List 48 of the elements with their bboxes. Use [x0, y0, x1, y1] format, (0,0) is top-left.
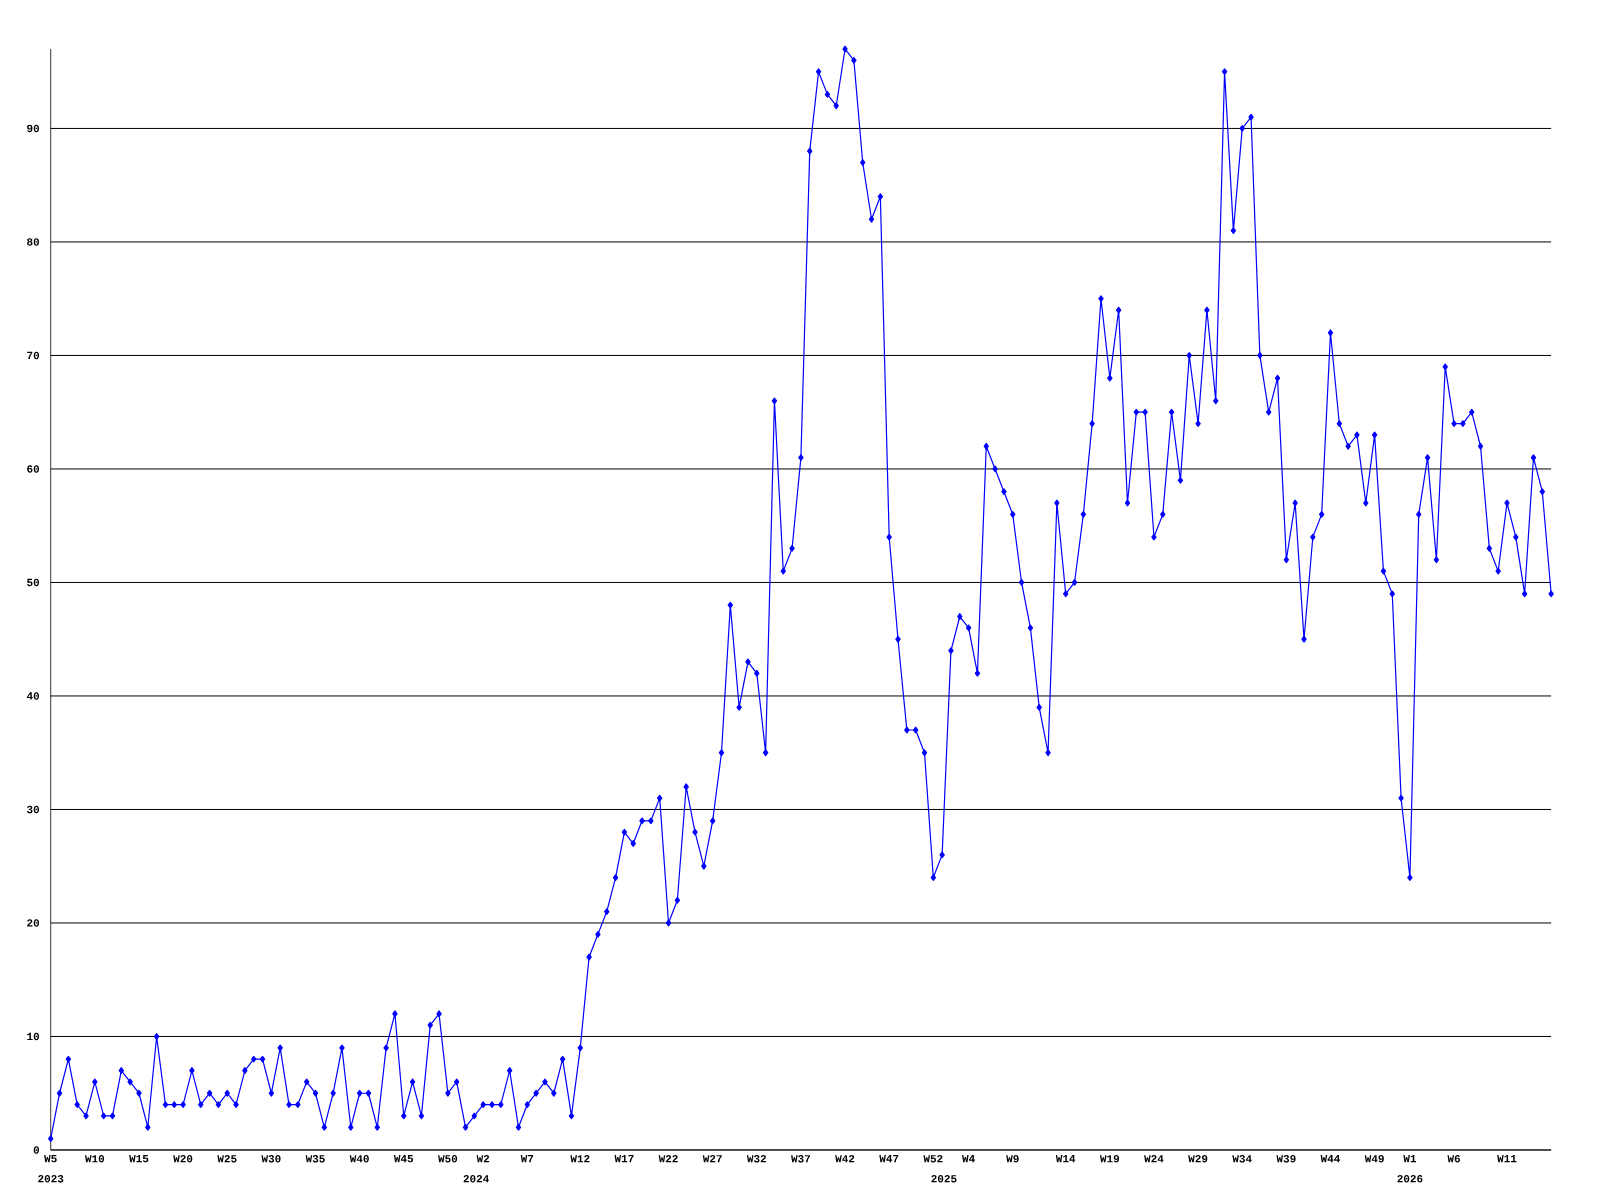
x-tick-label: W40: [349, 1155, 369, 1163]
x-tick-label: W4: [962, 1155, 975, 1163]
x-tick-label: W2: [476, 1155, 490, 1163]
x-tick-label: W52: [923, 1155, 943, 1163]
text: 2023: [38, 1175, 64, 1183]
y-tick-label: 70: [27, 351, 40, 360]
text: 2025: [931, 1175, 957, 1183]
y-tick-label: 80: [27, 238, 40, 246]
x-tick-label: W1: [1403, 1155, 1417, 1163]
x-tick-label: W6: [1447, 1155, 1461, 1163]
x-tick-label: W10: [84, 1155, 105, 1163]
x-tick-label: W50: [438, 1155, 458, 1163]
x-tick-label: W47: [879, 1155, 899, 1163]
text: 2026: [1397, 1175, 1423, 1183]
x-tick-label: W5: [44, 1155, 57, 1163]
x-tick-label: W27: [702, 1155, 722, 1163]
x-tick-label: W19: [1099, 1155, 1120, 1163]
x-tick-label: W15: [129, 1155, 149, 1163]
x-tick-label: W35: [305, 1155, 325, 1163]
x-tick-label: W22: [658, 1155, 678, 1163]
x-tick-label: W25: [217, 1155, 237, 1163]
y-tick-label: 20: [27, 919, 40, 927]
x-tick-label: W17: [614, 1155, 634, 1163]
x-tick-label: W49: [1364, 1155, 1384, 1163]
y-tick-label: 0: [33, 1146, 40, 1154]
x-tick-label: W32: [746, 1155, 767, 1163]
y-tick-label: 90: [27, 124, 40, 133]
x-tick-label: W30: [261, 1155, 281, 1163]
x-tick-label: W7: [520, 1155, 534, 1163]
y-tick-label: 10: [27, 1032, 40, 1041]
x-tick-label: W12: [570, 1155, 590, 1163]
x-tick-label: W37: [791, 1155, 811, 1163]
text: 2024: [463, 1175, 489, 1183]
x-tick-label: W9: [1006, 1155, 1019, 1163]
y-tick-label: 30: [27, 805, 40, 814]
x-tick-label: W34: [1232, 1155, 1252, 1163]
x-tick-label: W14: [1055, 1155, 1076, 1163]
x-tick-label: W24: [1144, 1155, 1164, 1163]
x-tick-label: W20: [173, 1155, 193, 1163]
x-tick-label: W29: [1188, 1155, 1208, 1163]
x-tick-label: W11: [1497, 1155, 1517, 1163]
x-tick-label: W45: [393, 1155, 414, 1163]
x-tick-label: W42: [835, 1155, 855, 1163]
y-tick-label: 40: [26, 692, 40, 700]
y-tick-label: 50: [27, 578, 40, 587]
x-tick-label: W44: [1320, 1155, 1341, 1163]
x-tick-label: W39: [1276, 1155, 1296, 1163]
y-tick-label: 60: [27, 465, 40, 473]
